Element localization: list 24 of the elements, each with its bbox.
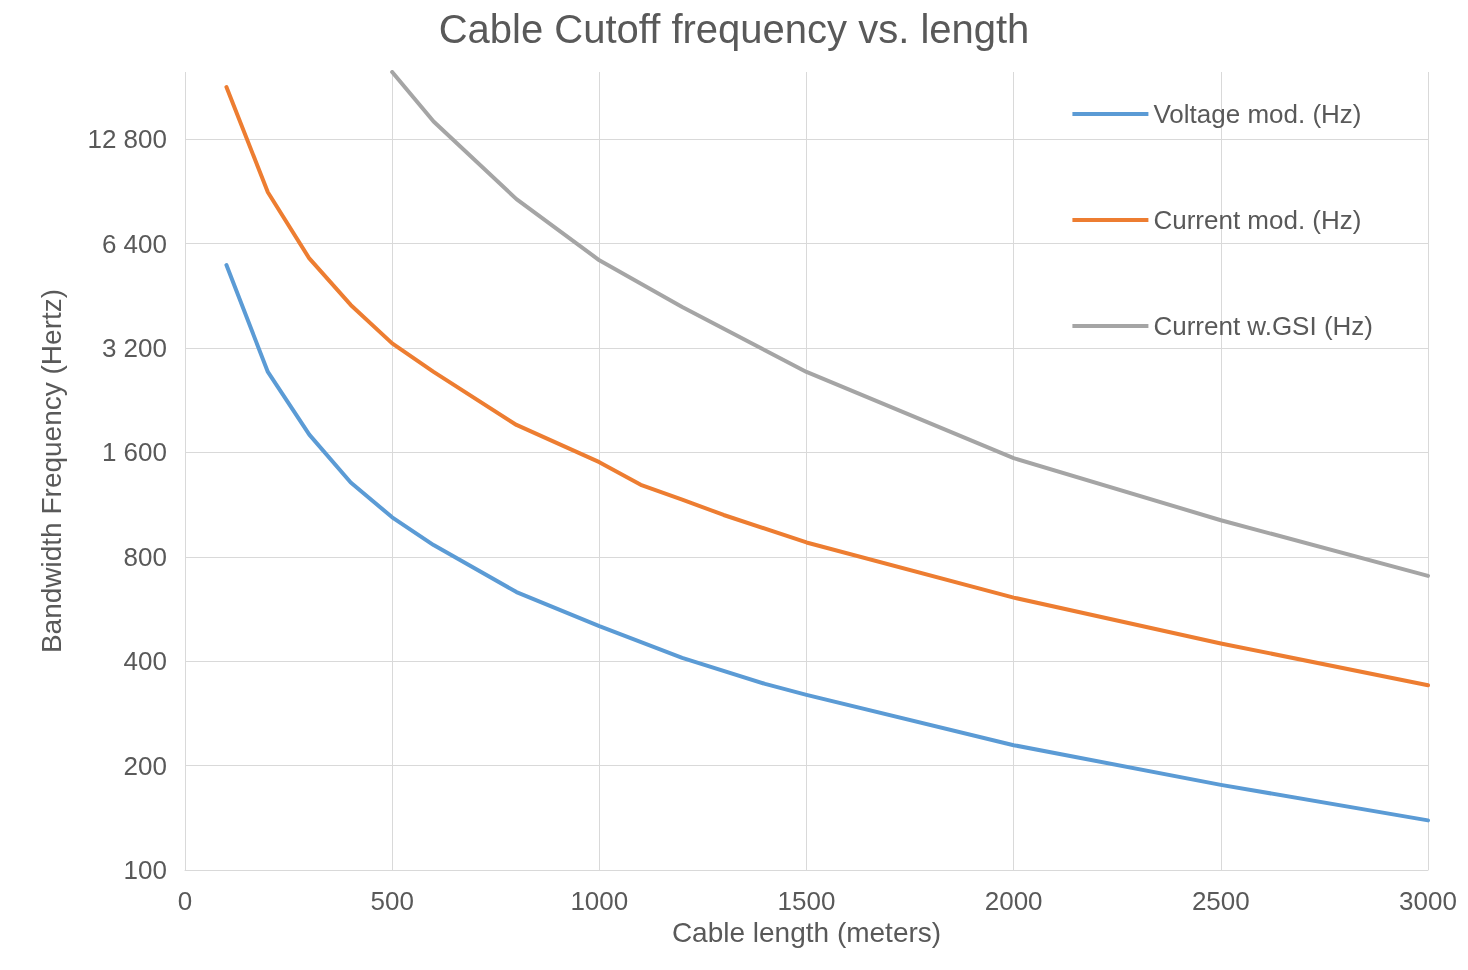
y-tick-label: 800 (123, 541, 167, 572)
y-tick-label: 200 (123, 750, 167, 781)
y-tick-label: 100 (123, 855, 167, 885)
chart-title: Cable Cutoff frequency vs. length (438, 7, 1030, 51)
y-tick-label: 6 400 (101, 228, 167, 259)
line-series (224, 85, 1430, 688)
x-tick-label: 1000 (570, 886, 629, 916)
line-series (224, 263, 1430, 823)
y-tick-label: 3 200 (101, 333, 167, 364)
x-tick-label: 2000 (984, 886, 1043, 916)
legend-label: Current mod. (Hz) (1153, 205, 1362, 235)
legend-label: Voltage mod. (Hz) (1153, 99, 1362, 129)
x-tick-label: 500 (370, 886, 414, 916)
y-tick-label: 400 (123, 646, 167, 677)
x-tick-label: 0 (177, 886, 193, 916)
x-axis-title: Cable length (meters) (671, 917, 942, 949)
line-series (390, 70, 1430, 578)
y-axis-title: Bandwidth Frequency (Hertz) (35, 288, 67, 654)
legend-label: Current w.GSI (Hz) (1153, 311, 1373, 341)
y-tick-label: 12 800 (87, 124, 167, 155)
x-tick-label: 2500 (1191, 886, 1250, 916)
x-tick-label: 1500 (777, 886, 836, 916)
y-tick-label: 1 600 (101, 437, 167, 468)
x-tick-label: 3000 (1399, 886, 1457, 916)
